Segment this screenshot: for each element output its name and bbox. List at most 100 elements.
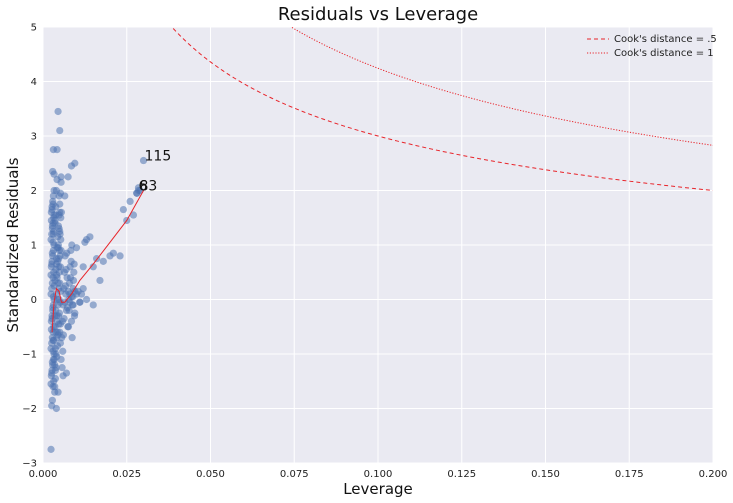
data-point [72, 290, 81, 298]
data-point [51, 361, 59, 369]
data-point [55, 255, 63, 263]
data-point [50, 170, 58, 178]
x-tick-label: 0.025 [112, 469, 141, 480]
x-tick-label: 0.125 [447, 469, 476, 480]
data-point [119, 205, 127, 214]
data-point [67, 246, 75, 255]
y-axis-ticks: −3 −2 −1 0 1 2 3 4 5 [22, 23, 37, 470]
data-point [64, 323, 73, 331]
data-point [49, 238, 57, 246]
data-point [64, 173, 72, 181]
data-point [56, 126, 64, 135]
data-point [50, 355, 58, 364]
data-point [56, 328, 64, 336]
data-point [89, 263, 97, 271]
y-tick-label: 5 [31, 23, 37, 34]
data-point [53, 271, 61, 279]
data-point [54, 244, 62, 252]
x-tick-label: 0.050 [196, 469, 225, 480]
lowess-line [51, 190, 144, 333]
y-tick-label: −2 [22, 404, 37, 415]
data-point [57, 208, 66, 216]
data-point [86, 233, 94, 241]
data-point [57, 235, 65, 244]
data-point [58, 364, 66, 372]
y-tick-label: 4 [31, 77, 37, 88]
data-point [47, 445, 55, 453]
data-point [79, 263, 87, 271]
data-point [51, 374, 59, 383]
data-point [96, 276, 104, 285]
x-tick-label: 0.000 [29, 469, 58, 480]
cooks-distance-curves [171, 27, 713, 191]
point-annotations: 115 836 [138, 149, 171, 195]
data-point [55, 285, 63, 293]
cooks-distance-curve [290, 27, 713, 146]
data-point [57, 355, 65, 364]
data-point [126, 197, 134, 205]
y-tick-label: 3 [31, 132, 37, 143]
cooks-distance-curve [171, 27, 713, 191]
data-point [56, 320, 65, 328]
data-point [51, 216, 59, 225]
lowess-curve [51, 190, 144, 333]
data-point [51, 323, 59, 331]
y-tick-label: 2 [31, 186, 37, 197]
x-tick-label: 0.175 [615, 469, 644, 480]
data-point [60, 314, 68, 323]
legend: Cook's distance = .5 Cook's distance = 1 [587, 34, 717, 59]
data-point [54, 301, 62, 309]
data-point [129, 211, 138, 219]
data-point [71, 309, 79, 317]
data-point [57, 173, 65, 181]
x-tick-label: 0.200 [699, 469, 728, 480]
data-point [54, 279, 62, 287]
data-point [52, 290, 61, 298]
x-tick-label: 0.075 [280, 469, 309, 480]
data-point [59, 347, 67, 355]
data-point [53, 146, 61, 154]
data-point [51, 366, 59, 374]
y-tick-label: 1 [31, 241, 37, 252]
data-point [70, 260, 78, 268]
data-point [52, 186, 61, 195]
data-point [79, 285, 87, 293]
legend-label-cooks-05: Cook's distance = .5 [614, 34, 717, 45]
data-point [62, 369, 71, 377]
data-point [49, 230, 57, 238]
data-point [76, 298, 84, 306]
y-tick-label: 0 [31, 295, 37, 306]
chart-title: Residuals vs Leverage [278, 4, 478, 25]
data-point [51, 344, 59, 353]
data-point [133, 189, 141, 197]
point-annotation: 83 [139, 179, 157, 195]
data-point [48, 396, 56, 404]
y-axis-label: Standardized Residuals [4, 157, 22, 332]
data-point [70, 268, 78, 276]
data-point [51, 383, 59, 391]
data-point [51, 312, 59, 320]
y-tick-label: −1 [22, 350, 37, 361]
legend-label-cooks-1: Cook's distance = 1 [614, 48, 714, 59]
data-point [82, 295, 91, 304]
data-point [116, 252, 124, 260]
data-point [49, 336, 57, 344]
data-point [109, 249, 117, 257]
grid-lines [42, 26, 714, 464]
data-point [49, 200, 57, 208]
data-point [61, 192, 69, 200]
data-point [47, 271, 55, 279]
data-point [54, 107, 62, 116]
data-point [54, 388, 62, 396]
point-annotation: 6 [138, 179, 147, 195]
data-point [52, 260, 61, 268]
data-point [67, 317, 76, 325]
data-point [67, 162, 76, 170]
data-point [53, 295, 62, 304]
data-point [99, 257, 107, 265]
data-point [48, 222, 56, 230]
data-point [52, 350, 60, 358]
data-point [69, 276, 78, 285]
data-point [77, 290, 86, 298]
